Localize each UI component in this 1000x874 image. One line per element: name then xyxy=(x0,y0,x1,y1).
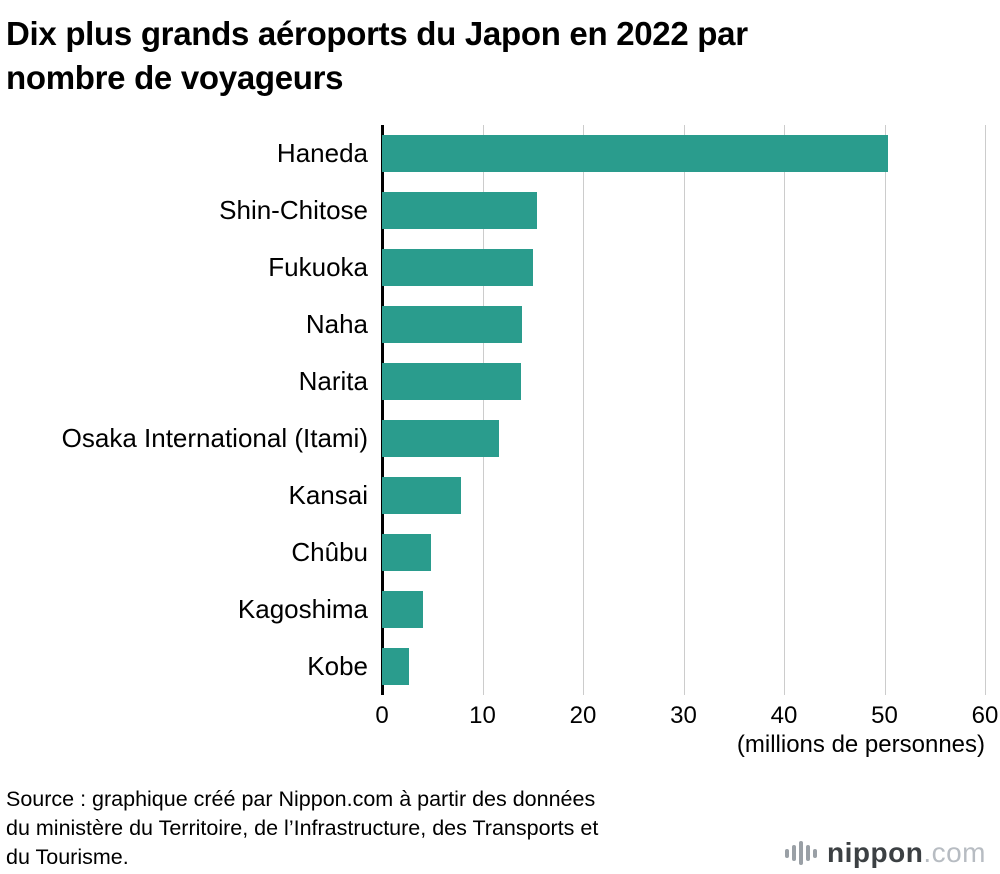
bar xyxy=(382,591,424,629)
gridline xyxy=(683,125,685,696)
footer: Source : graphique créé par Nippon.com à… xyxy=(6,785,986,871)
chart-row: Fukuoka xyxy=(0,239,1000,296)
grid-layer xyxy=(381,125,986,696)
bar xyxy=(382,477,462,515)
chart-row: Narita xyxy=(0,353,1000,410)
bar-track xyxy=(382,363,985,401)
source-line: du Tourisme. xyxy=(6,844,129,869)
gridline xyxy=(784,125,785,696)
y-axis-line xyxy=(381,125,384,696)
bar-track xyxy=(382,648,985,686)
bar xyxy=(382,135,888,173)
x-tick-label: 0 xyxy=(375,702,389,730)
logo-text: nippon.com xyxy=(827,837,986,869)
x-tick-label: 10 xyxy=(469,702,496,730)
chart-title: Dix plus grands aéroports du Japon en 20… xyxy=(6,12,990,99)
chart-row: Kagoshima xyxy=(0,581,1000,638)
bar-label: Kagoshima xyxy=(237,594,368,625)
chart-rows: Haneda Shin-Chitose Fukuoka Naha Narita Osaka… xyxy=(0,125,1000,695)
x-axis-label: (millions de personnes) xyxy=(736,731,985,759)
bar xyxy=(382,363,521,401)
soundwave-icon xyxy=(785,841,818,866)
x-tick-label: 20 xyxy=(569,702,597,730)
chart-row: Kobe xyxy=(0,638,1000,695)
bar-track xyxy=(382,420,985,458)
bar-label: Chûbu xyxy=(291,537,368,568)
chart-row: Haneda xyxy=(0,125,1000,182)
bar-track xyxy=(382,192,985,230)
source-line: du ministère du Territoire, de l’Infrast… xyxy=(6,815,599,840)
bar-track xyxy=(382,591,985,629)
bar-label: Naha xyxy=(305,309,368,340)
chart-row: Shin-Chitose xyxy=(0,182,1000,239)
bar-track xyxy=(382,534,985,572)
bar-track xyxy=(382,306,985,344)
gridline xyxy=(884,125,886,696)
source-line: Source : graphique créé par Nippon.com à… xyxy=(6,787,596,812)
chart-row: Naha xyxy=(0,296,1000,353)
bar xyxy=(382,648,410,686)
gridline xyxy=(583,125,584,696)
bar-label: Kobe xyxy=(307,651,368,682)
chart-title-line1: Dix plus grands aéroports du Japon en 20… xyxy=(6,15,748,52)
chart-row: Kansai xyxy=(0,467,1000,524)
bar xyxy=(382,306,522,344)
bar-label: Narita xyxy=(298,366,368,397)
bar xyxy=(382,192,537,230)
bar xyxy=(382,420,499,458)
bar-label: Shin-Chitose xyxy=(219,195,368,226)
bar-label: Fukuoka xyxy=(268,252,368,283)
gridline xyxy=(482,125,484,696)
bar-label: Haneda xyxy=(276,138,368,169)
bar-chart: Haneda Shin-Chitose Fukuoka Naha Narita Osaka… xyxy=(0,125,1000,696)
x-tick-label: 50 xyxy=(871,702,898,730)
bar-label: Kansai xyxy=(288,480,369,511)
nippon-logo: nippon.com xyxy=(785,837,986,871)
chart-row: Chûbu xyxy=(0,524,1000,581)
bar xyxy=(382,249,533,287)
bar-track xyxy=(382,249,985,287)
chart-row: Osaka International (Itami) xyxy=(0,410,1000,467)
x-tick-label: 30 xyxy=(670,702,697,730)
logo-name: nippon xyxy=(827,837,924,869)
bar-track xyxy=(382,135,985,173)
chart-title-line2: nombre de voyageurs xyxy=(6,58,344,96)
bar-track xyxy=(382,477,985,515)
logo-suffix: .com xyxy=(923,837,986,869)
bar-label: Osaka International (Itami) xyxy=(61,423,368,454)
gridline xyxy=(985,125,986,696)
x-axis-ticks: 0 10 20 30 40 50 60 xyxy=(375,695,998,731)
x-tick-label: 60 xyxy=(971,702,999,730)
x-tick-label: 40 xyxy=(770,702,798,730)
source-note: Source : graphique créé par Nippon.com à… xyxy=(6,785,598,871)
bar xyxy=(382,534,432,572)
